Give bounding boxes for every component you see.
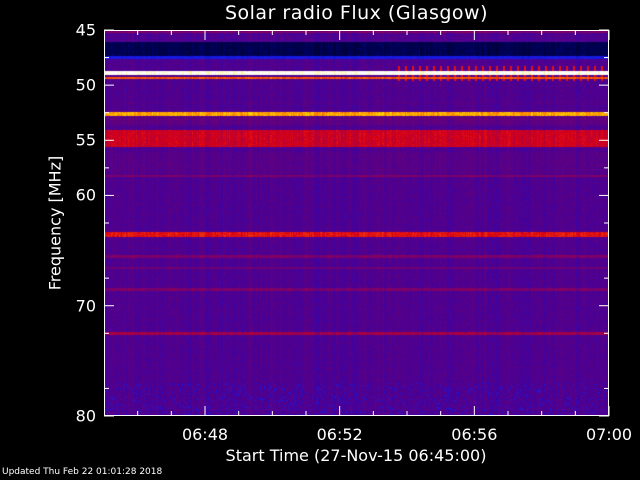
y-tick-label: 50 [75,75,96,95]
y-tick-label: 45 [75,20,96,40]
x-tick-label: 06:48 [181,425,229,444]
x-axis-title: Start Time (27-Nov-15 06:45:00) [225,446,487,465]
x-tick-label: 07:00 [585,425,633,444]
y-tick-label: 60 [75,185,96,205]
updated-timestamp: Updated Thu Feb 22 01:01:28 2018 [2,467,163,477]
chart-title: Solar radio Flux (Glasgow) [224,2,489,24]
spectrogram-image [104,30,609,416]
x-tick-label: 06:52 [316,425,363,444]
y-tick-label: 70 [75,296,96,316]
y-axis-title: Frequency [MHz] [45,155,65,291]
y-tick-label: 55 [75,130,96,150]
x-tick-label: 06:56 [451,425,498,444]
y-tick-label: 80 [75,406,96,426]
spectrogram-plot [104,30,609,416]
